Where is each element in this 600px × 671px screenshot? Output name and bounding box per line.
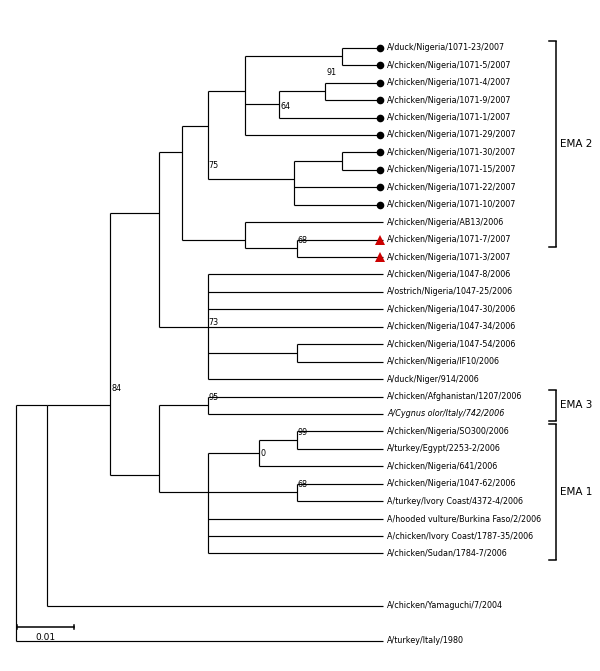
Text: 95: 95 — [209, 393, 219, 402]
Text: A/chicken/Nigeria/1071-10/2007: A/chicken/Nigeria/1071-10/2007 — [387, 200, 517, 209]
Text: A/chicken/Nigeria/1071-7/2007: A/chicken/Nigeria/1071-7/2007 — [387, 235, 512, 244]
Text: A/chicken/Sudan/1784-7/2006: A/chicken/Sudan/1784-7/2006 — [387, 549, 508, 558]
Text: 0: 0 — [260, 449, 265, 458]
Text: EMA 2: EMA 2 — [560, 139, 593, 149]
Text: A/chicken/Nigeria/1071-1/2007: A/chicken/Nigeria/1071-1/2007 — [387, 113, 511, 122]
Text: A/chicken/Yamaguchi/7/2004: A/chicken/Yamaguchi/7/2004 — [387, 601, 503, 611]
Text: A/chicken/Nigeria/1071-29/2007: A/chicken/Nigeria/1071-29/2007 — [387, 130, 517, 140]
Text: A/chicken/Nigeria/1071-30/2007: A/chicken/Nigeria/1071-30/2007 — [387, 148, 517, 157]
Text: A/chicken/Nigeria/IF10/2006: A/chicken/Nigeria/IF10/2006 — [387, 357, 500, 366]
Text: A/chicken/Nigeria/1071-4/2007: A/chicken/Nigeria/1071-4/2007 — [387, 78, 511, 87]
Text: A/chicken/Nigeria/641/2006: A/chicken/Nigeria/641/2006 — [387, 462, 499, 471]
Text: A/chicken/Ivory Coast/1787-35/2006: A/chicken/Ivory Coast/1787-35/2006 — [387, 531, 533, 541]
Text: 73: 73 — [209, 318, 219, 327]
Text: A/chicken/Nigeria/1071-22/2007: A/chicken/Nigeria/1071-22/2007 — [387, 183, 517, 192]
Text: A/chicken/Nigeria/1047-34/2006: A/chicken/Nigeria/1047-34/2006 — [387, 322, 517, 331]
Text: A/chicken/Afghanistan/1207/2006: A/chicken/Afghanistan/1207/2006 — [387, 392, 523, 401]
Text: 75: 75 — [209, 161, 219, 170]
Text: A/Cygnus olor/Italy/742/2006: A/Cygnus olor/Italy/742/2006 — [387, 409, 505, 419]
Text: A/duck/Niger/914/2006: A/duck/Niger/914/2006 — [387, 374, 480, 384]
Text: A/chicken/Nigeria/1047-62/2006: A/chicken/Nigeria/1047-62/2006 — [387, 479, 517, 488]
Text: A/chicken/Nigeria/1071-3/2007: A/chicken/Nigeria/1071-3/2007 — [387, 252, 511, 262]
Text: 0.01: 0.01 — [35, 633, 56, 642]
Text: A/chicken/Nigeria/AB13/2006: A/chicken/Nigeria/AB13/2006 — [387, 217, 505, 227]
Text: A/chicken/Nigeria/1071-15/2007: A/chicken/Nigeria/1071-15/2007 — [387, 165, 517, 174]
Text: A/chicken/Nigeria/1047-30/2006: A/chicken/Nigeria/1047-30/2006 — [387, 305, 517, 314]
Text: A/chicken/Nigeria/SO300/2006: A/chicken/Nigeria/SO300/2006 — [387, 427, 510, 436]
Text: A/chicken/Nigeria/1047-54/2006: A/chicken/Nigeria/1047-54/2006 — [387, 340, 517, 349]
Text: A/turkey/Italy/1980: A/turkey/Italy/1980 — [387, 636, 464, 646]
Text: A/turkey/Egypt/2253-2/2006: A/turkey/Egypt/2253-2/2006 — [387, 444, 501, 454]
Text: 91: 91 — [326, 68, 337, 77]
Text: A/duck/Nigeria/1071-23/2007: A/duck/Nigeria/1071-23/2007 — [387, 43, 505, 52]
Text: A/chicken/Nigeria/1071-9/2007: A/chicken/Nigeria/1071-9/2007 — [387, 95, 512, 105]
Text: 68: 68 — [298, 236, 308, 245]
Text: A/chicken/Nigeria/1047-8/2006: A/chicken/Nigeria/1047-8/2006 — [387, 270, 511, 279]
Text: A/chicken/Nigeria/1071-5/2007: A/chicken/Nigeria/1071-5/2007 — [387, 60, 512, 70]
Text: 84: 84 — [112, 384, 121, 393]
Text: A/hooded vulture/Burkina Faso/2/2006: A/hooded vulture/Burkina Faso/2/2006 — [387, 514, 541, 523]
Text: EMA 3: EMA 3 — [560, 401, 593, 410]
Text: EMA 1: EMA 1 — [560, 487, 593, 497]
Text: A/turkey/Ivory Coast/4372-4/2006: A/turkey/Ivory Coast/4372-4/2006 — [387, 497, 523, 506]
Text: 68: 68 — [298, 480, 308, 489]
Text: 99: 99 — [298, 427, 308, 437]
Text: 64: 64 — [280, 101, 290, 111]
Text: A/ostrich/Nigeria/1047-25/2006: A/ostrich/Nigeria/1047-25/2006 — [387, 287, 513, 297]
